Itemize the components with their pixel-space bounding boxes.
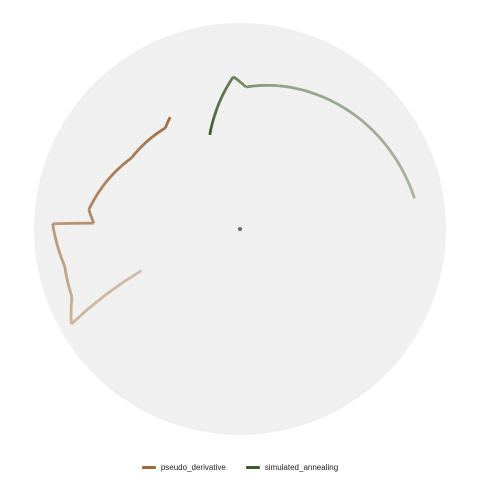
series-pseudo_derivative-segment [87,157,133,211]
series-simulated_annealing-segment [278,84,416,199]
series-pseudo_derivative-segment [130,126,167,160]
series-simulated_annealing-segment [208,116,216,136]
legend-key-series-1 [245,466,260,469]
series-layer [51,75,416,326]
series-pseudo_derivative [51,116,172,326]
center-marker [238,227,242,231]
series-pseudo_derivative-segment [69,296,74,325]
legend-item-series-1: simulated_annealing [245,463,339,472]
legend: pseudo_derivative simulated_annealing [0,463,480,472]
series-pseudo_derivative-segment [63,266,74,298]
series-simulated_annealing-segment [245,83,279,89]
legend-label-series-1: simulated_annealing [264,463,339,472]
series-pseudo_derivative-segment [52,221,94,226]
series-pseudo_derivative-segment [87,209,96,224]
series-simulated_annealing [208,75,416,199]
series-pseudo_derivative-segment [70,269,143,326]
legend-key-series-0 [141,466,156,469]
series-pseudo_derivative-segment [51,223,66,267]
series-simulated_annealing-segment [232,75,247,89]
series-simulated_annealing-segment [212,75,235,117]
legend-label-series-0: pseudo_derivative [160,463,226,472]
series-pseudo_derivative-segment [164,116,172,129]
legend-item-series-0: pseudo_derivative [141,463,226,472]
